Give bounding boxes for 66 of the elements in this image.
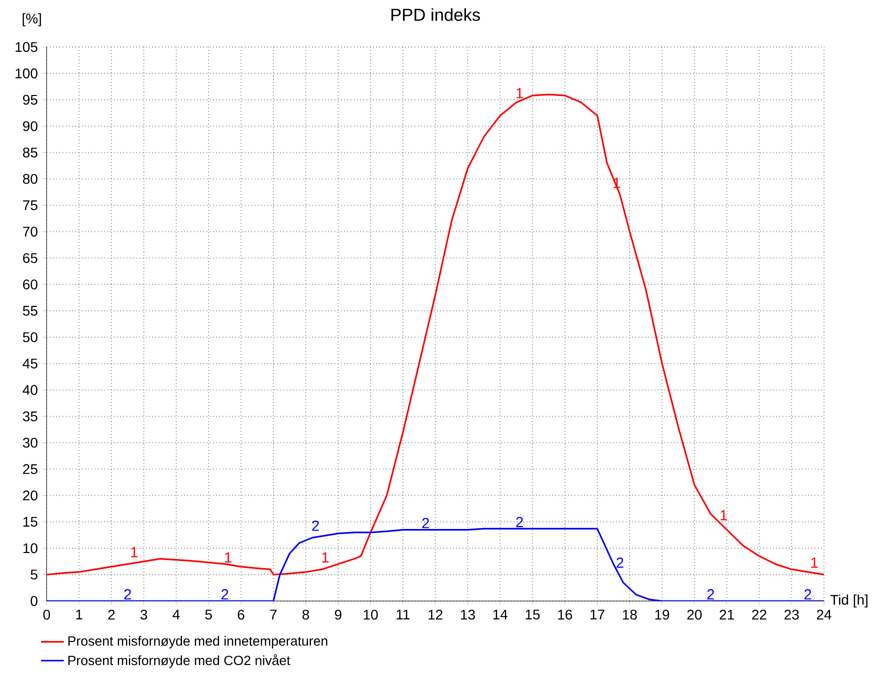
y-tick-label: 100 [16, 68, 38, 78]
x-tick-label: 17 [590, 610, 604, 620]
y-axis-title: [%] [22, 13, 41, 26]
x-axis-title: Tid [h] [830, 594, 868, 608]
x-tick-label: 24 [816, 610, 832, 620]
legend-label: Prosent misfornøyde med innetemperaturen [68, 636, 328, 648]
x-tick-label: 13 [461, 610, 475, 620]
annotation: 2 [124, 589, 131, 600]
annotation: 2 [516, 516, 523, 528]
x-tick-label: 9 [334, 610, 342, 620]
x-tick-label: 19 [655, 610, 670, 620]
y-tick-label: 90 [23, 121, 38, 132]
y-tick-label: 10 [23, 543, 38, 554]
annotation: 1 [225, 552, 232, 562]
x-tick-label: 20 [687, 610, 702, 620]
y-tick-label: 50 [22, 332, 38, 342]
y-tick-label: 75 [23, 200, 38, 210]
annotation: 1 [811, 558, 818, 568]
x-tick-label: 10 [364, 610, 378, 620]
x-tick-label: 1 [76, 610, 82, 620]
annotation: 2 [312, 520, 319, 531]
x-tick-label: 21 [720, 610, 734, 620]
annotation: 1 [720, 510, 727, 520]
x-tick-label: 3 [140, 610, 148, 620]
annotation: 1 [131, 547, 138, 558]
x-tick-label: 5 [205, 610, 212, 620]
x-tick-label: 6 [238, 610, 244, 620]
x-tick-label: 8 [302, 610, 310, 620]
y-tick-label: 60 [23, 279, 38, 290]
x-tick-label: 12 [428, 610, 442, 620]
annotation: 2 [422, 518, 429, 528]
y-tick-label: 55 [22, 306, 38, 316]
x-tick-label: 16 [558, 610, 572, 620]
annotation: 2 [804, 589, 812, 600]
legend-label: Prosent misfornøyde med CO2 nivået [68, 654, 290, 668]
y-tick-label: 65 [23, 253, 38, 264]
x-tick-label: 0 [43, 610, 50, 620]
y-tick-label: 40 [22, 385, 38, 395]
x-tick-label: 18 [622, 610, 637, 620]
y-tick-label: 95 [23, 94, 38, 105]
y-tick-label: 105 [16, 42, 38, 52]
x-tick-label: 7 [270, 610, 277, 620]
y-tick-label: 45 [22, 358, 38, 368]
x-tick-label: 11 [396, 610, 410, 620]
x-tick-label: 23 [784, 610, 799, 620]
y-tick-label: 35 [22, 411, 38, 422]
annotation: 2 [707, 589, 714, 600]
y-tick-label: 30 [22, 438, 38, 448]
y-tick-label: 0 [30, 596, 38, 606]
y-tick-label: 70 [23, 226, 38, 237]
x-tick-label: 15 [526, 610, 540, 620]
y-tick-label: 5 [30, 570, 38, 580]
annotation: 2 [221, 589, 228, 600]
annotation: 1 [322, 552, 329, 562]
chart-title: PPD indeks [391, 8, 480, 21]
y-tick-label: 20 [23, 490, 38, 500]
y-tick-label: 25 [23, 464, 38, 474]
y-tick-label: 80 [22, 174, 38, 184]
x-tick-label: 22 [752, 610, 766, 620]
y-tick-label: 85 [22, 148, 38, 158]
x-tick-label: 2 [108, 610, 115, 620]
annotation: 2 [616, 558, 624, 568]
x-tick-label: 4 [172, 610, 180, 620]
x-tick-label: 14 [493, 610, 508, 620]
annotation: 1 [516, 88, 523, 98]
y-tick-label: 15 [23, 516, 38, 527]
